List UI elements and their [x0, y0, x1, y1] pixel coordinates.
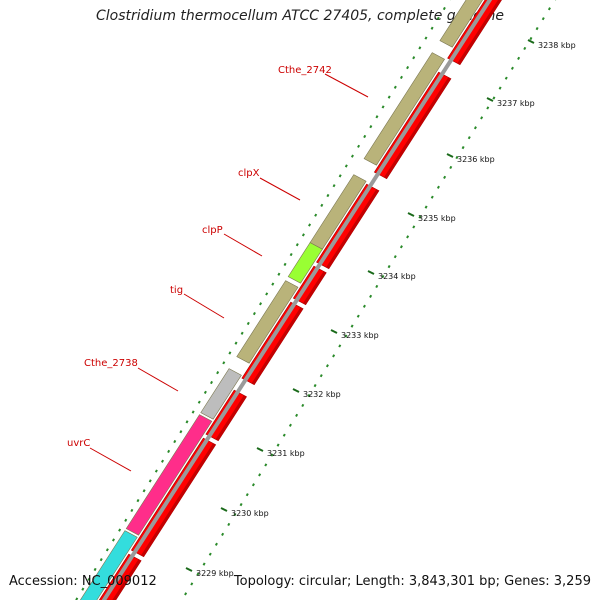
gene-labels: Cthe_2742 clpX clpP tig Cthe_2738 uvrC — [67, 65, 369, 472]
leader-line — [183, 293, 225, 319]
leader-line — [223, 233, 263, 257]
gene-label-Cthe_2742: Cthe_2742 — [278, 65, 332, 76]
scale-label: 3236 kbp — [457, 155, 495, 164]
scale-label: 3238 kbp — [538, 41, 576, 50]
gene-label-Cthe_2738: Cthe_2738 — [84, 358, 138, 369]
scale-label: 3229 kbp — [196, 569, 234, 578]
scale-label: 3237 kbp — [497, 99, 535, 108]
gene-reverse-clpP — [287, 242, 323, 284]
genome-summary: Topology: circular; Length: 3,843,301 bp… — [233, 574, 591, 589]
forward-strand — [98, 0, 502, 600]
scale-label: 3234 kbp — [378, 272, 416, 281]
backbone-line — [101, 0, 493, 600]
scale-label: 3233 kbp — [341, 331, 379, 340]
scale-label: 3235 kbp — [418, 214, 456, 223]
gene-reverse-uvrC — [125, 414, 213, 536]
scale-label: 3231 kbp — [267, 449, 305, 458]
scale-labels: 3229 kbp 3230 kbp 3231 kbp 3232 kbp 3233 kbp… — [185, 39, 576, 578]
backbone — [101, 0, 493, 600]
gene-label-tig: tig — [170, 285, 183, 296]
leader-line — [137, 367, 179, 392]
gene-reverse-Cthe_2738 — [200, 368, 242, 420]
gene-label-clpP: clpP — [202, 225, 223, 236]
gene-label-clpX: clpX — [238, 168, 260, 179]
gene-forward-1 — [447, 0, 502, 66]
gene-reverse-cyan — [79, 530, 138, 600]
leader-line — [259, 177, 301, 201]
gene-label-uvrC: uvrC — [67, 438, 90, 449]
scale-ticks-outer — [184, 0, 557, 596]
gene-reverse-Cthe_2742 — [363, 52, 445, 166]
leader-line — [89, 447, 132, 472]
scale-ticks-inner — [75, 0, 451, 600]
leader-line — [324, 73, 369, 98]
gene-reverse-1 — [439, 0, 483, 48]
scale-label: 3230 kbp — [231, 509, 269, 518]
gene-reverse-tig — [236, 280, 299, 364]
scale-label: 3232 kbp — [303, 390, 341, 399]
reverse-strand — [79, 0, 483, 600]
map-title: Clostridium thermocellum ATCC 27405, com… — [96, 8, 504, 24]
scale-ticks — [75, 0, 557, 600]
accession-text: Accession: NC_009012 — [9, 574, 157, 589]
